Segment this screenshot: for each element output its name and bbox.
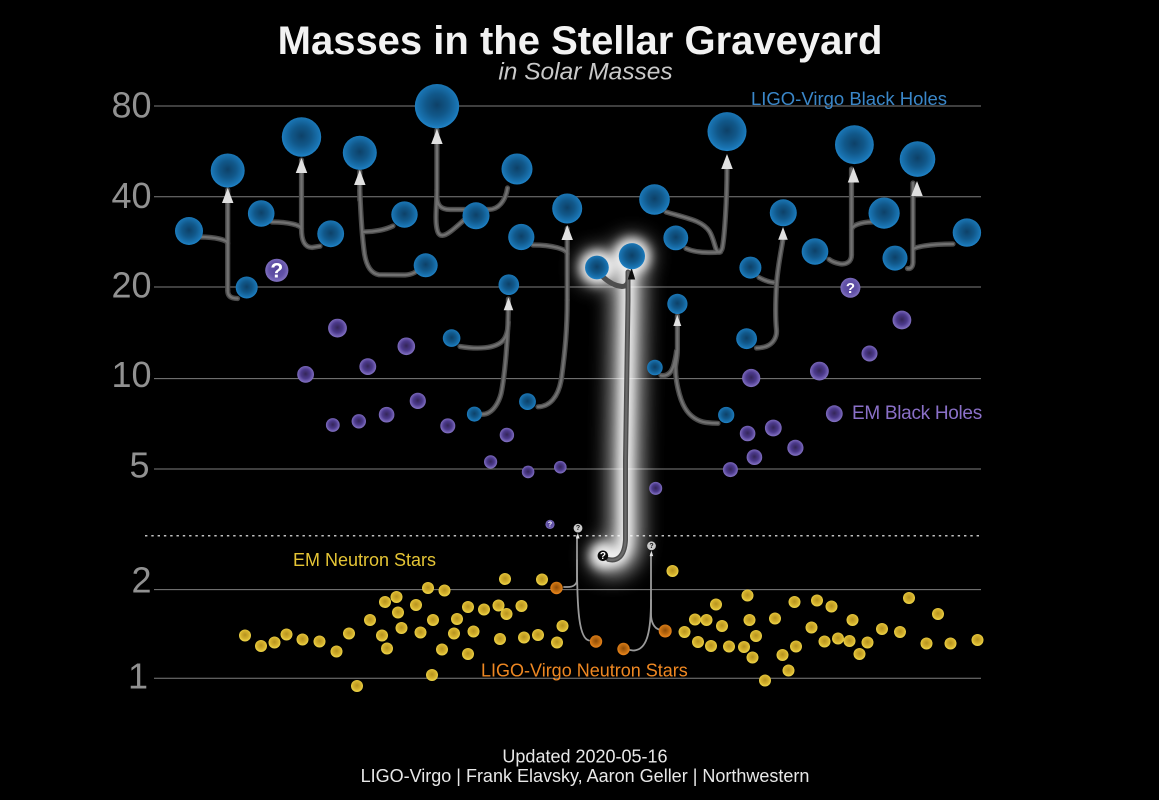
svg-text:2: 2 bbox=[131, 560, 151, 601]
svg-text:?: ? bbox=[270, 259, 283, 282]
svg-text:10: 10 bbox=[111, 354, 151, 395]
svg-text:5: 5 bbox=[129, 444, 149, 485]
svg-text:EM Neutron Stars: EM Neutron Stars bbox=[293, 550, 436, 570]
svg-text:in Solar Masses: in Solar Masses bbox=[498, 59, 672, 86]
svg-text:80: 80 bbox=[111, 85, 151, 126]
svg-text:20: 20 bbox=[111, 265, 151, 306]
svg-text:LIGO-Virgo Black Holes: LIGO-Virgo Black Holes bbox=[751, 88, 947, 109]
svg-text:LIGO-Virgo | Frank Elavsky, Aa: LIGO-Virgo | Frank Elavsky, Aaron Geller… bbox=[361, 766, 810, 786]
svg-text:?: ? bbox=[649, 543, 653, 550]
svg-text:40: 40 bbox=[111, 175, 151, 216]
svg-text:?: ? bbox=[548, 521, 552, 528]
svg-text:Updated 2020-05-16: Updated 2020-05-16 bbox=[502, 747, 667, 767]
svg-text:EM Black Holes: EM Black Holes bbox=[852, 403, 982, 424]
svg-text:1: 1 bbox=[128, 656, 148, 697]
svg-text:?: ? bbox=[576, 525, 580, 532]
svg-text:?: ? bbox=[600, 551, 606, 562]
svg-text:LIGO-Virgo Neutron Stars: LIGO-Virgo Neutron Stars bbox=[481, 661, 688, 681]
svg-text:?: ? bbox=[846, 280, 855, 297]
svg-text:Masses in the Stellar Graveyar: Masses in the Stellar Graveyard bbox=[278, 19, 883, 63]
